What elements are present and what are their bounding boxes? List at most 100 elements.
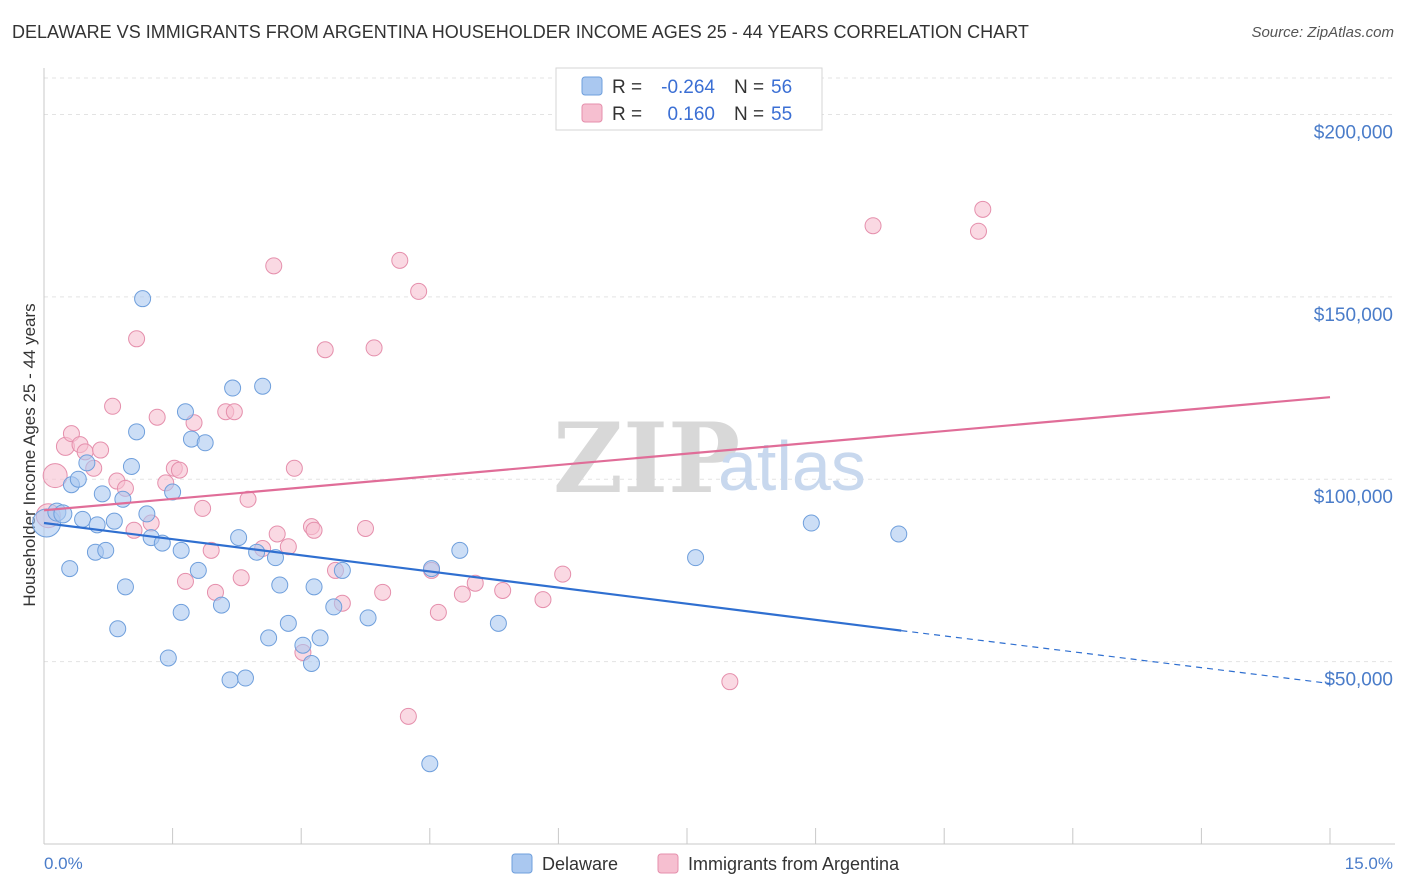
delaware-point-40 xyxy=(279,614,297,632)
chart-title: DELAWARE VS IMMIGRANTS FROM ARGENTINA HO… xyxy=(12,22,1029,42)
delaware-point-28 xyxy=(189,561,207,579)
delaware-point-41 xyxy=(294,636,312,654)
argentina-point-29 xyxy=(268,525,286,543)
legend-r-label-argentina: R = xyxy=(612,104,642,125)
delaware-point-31 xyxy=(221,671,239,689)
delaware-point-15 xyxy=(116,578,134,596)
delaware-point-29 xyxy=(196,434,214,452)
delaware-point-6 xyxy=(74,510,92,528)
delaware-point-35 xyxy=(248,543,266,561)
legend-r-value-delaware: -0.264 xyxy=(661,77,715,98)
argentina-point-12 xyxy=(128,330,146,348)
bottom-legend-label-delaware: Delaware xyxy=(542,854,618,874)
delaware-point-30 xyxy=(212,596,230,614)
y-axis-tick-labels: $50,000 $100,000 $150,000 $200,000 xyxy=(1314,122,1393,690)
delaware-point-36 xyxy=(254,377,272,395)
delaware-point-37 xyxy=(260,629,278,647)
argentina-point-8 xyxy=(104,397,122,415)
delaware-point-49 xyxy=(423,560,441,578)
x-tick-label-max: 15.0% xyxy=(1345,854,1393,873)
argentina-point-48 xyxy=(494,581,512,599)
delaware-point-45 xyxy=(325,598,343,616)
delaware-point-12 xyxy=(105,512,123,530)
x-axis-ticks xyxy=(43,828,1331,844)
argentina-point-42 xyxy=(399,707,417,725)
delaware-point-52 xyxy=(687,549,705,567)
argentina-point-39 xyxy=(365,339,383,357)
delaware-point-46 xyxy=(333,561,351,579)
argentina-point-46 xyxy=(453,585,471,603)
argentina-point-24 xyxy=(225,403,243,421)
argentina-point-51 xyxy=(721,673,739,691)
argentina-point-35 xyxy=(316,341,334,359)
argentina-points xyxy=(35,200,992,725)
legend-swatch-argentina xyxy=(581,103,603,123)
argentina-point-20 xyxy=(194,499,212,517)
delaware-point-47 xyxy=(359,609,377,627)
argentina-trend-line xyxy=(43,396,1331,512)
bottom-legend-label-argentina: Immigrants from Argentina xyxy=(688,854,900,874)
argentina-point-41 xyxy=(391,251,409,269)
watermark-zip: ZIP xyxy=(553,402,740,515)
y-tick-label-2: $150,000 xyxy=(1314,305,1393,326)
delaware-point-53 xyxy=(802,514,820,532)
legend-n-label-delaware: N = xyxy=(734,77,764,98)
watermark: ZIP atlas xyxy=(553,402,866,515)
bottom-legend: Delaware Immigrants from Argentina xyxy=(511,853,900,874)
delaware-point-32 xyxy=(224,379,242,397)
argentina-point-25 xyxy=(232,569,250,587)
x-tick-label-min: 0.0% xyxy=(44,854,83,873)
argentina-point-49 xyxy=(534,591,552,609)
argentina-point-31 xyxy=(285,459,303,477)
delaware-trend-line xyxy=(43,521,902,632)
argentina-point-21 xyxy=(202,541,220,559)
argentina-point-47 xyxy=(466,574,484,592)
legend-swatch-delaware xyxy=(581,76,603,96)
argentina-point-38 xyxy=(357,519,374,537)
delaware-point-25 xyxy=(172,541,190,559)
delaware-point-11 xyxy=(97,541,115,559)
argentina-point-1 xyxy=(42,463,68,489)
argentina-point-28 xyxy=(265,257,283,275)
delaware-point-19 xyxy=(138,505,156,523)
delaware-trend-line-extension xyxy=(901,630,1331,685)
bottom-legend-swatch-delaware xyxy=(511,853,533,874)
delaware-point-13 xyxy=(109,620,127,638)
argentina-point-52 xyxy=(864,217,882,235)
delaware-point-24 xyxy=(172,603,190,621)
source-label: Source: ZipAtlas.com xyxy=(1251,24,1394,41)
delaware-point-39 xyxy=(271,576,289,594)
argentina-point-53 xyxy=(969,222,987,240)
watermark-atlas: atlas xyxy=(718,427,866,505)
y-axis-label: Householder Income Ages 25 - 44 years xyxy=(20,303,39,606)
delaware-point-3 xyxy=(61,560,79,578)
argentina-point-40 xyxy=(374,583,392,601)
delaware-point-33 xyxy=(230,529,248,547)
delaware-point-10 xyxy=(93,485,111,503)
argentina-point-18 xyxy=(176,572,194,590)
argentina-point-17 xyxy=(170,461,188,479)
legend-n-value-argentina: 55 xyxy=(771,104,792,125)
delaware-point-16 xyxy=(122,457,140,475)
argentina-point-45 xyxy=(429,603,447,621)
delaware-point-18 xyxy=(134,290,152,308)
delaware-point-42 xyxy=(302,654,320,672)
delaware-point-7 xyxy=(78,454,96,472)
bottom-legend-swatch-argentina xyxy=(657,853,679,874)
argentina-point-50 xyxy=(554,565,572,583)
y-tick-label-3: $200,000 xyxy=(1314,122,1393,143)
delaware-point-48 xyxy=(421,755,439,773)
legend-n-value-delaware: 56 xyxy=(771,77,792,98)
argentina-point-54 xyxy=(974,200,992,218)
argentina-point-43 xyxy=(410,282,428,300)
delaware-point-26 xyxy=(176,403,194,421)
delaware-point-54 xyxy=(890,525,908,543)
delaware-point-17 xyxy=(128,423,146,441)
delaware-point-51 xyxy=(489,614,507,632)
legend-box: R = -0.264 N = 56 R = 0.160 N = 55 xyxy=(555,67,823,131)
y-tick-label-0: $50,000 xyxy=(1324,670,1393,691)
argentina-point-7 xyxy=(92,441,110,459)
legend-n-label-argentina: N = xyxy=(734,104,764,125)
trend-lines xyxy=(43,396,1331,685)
